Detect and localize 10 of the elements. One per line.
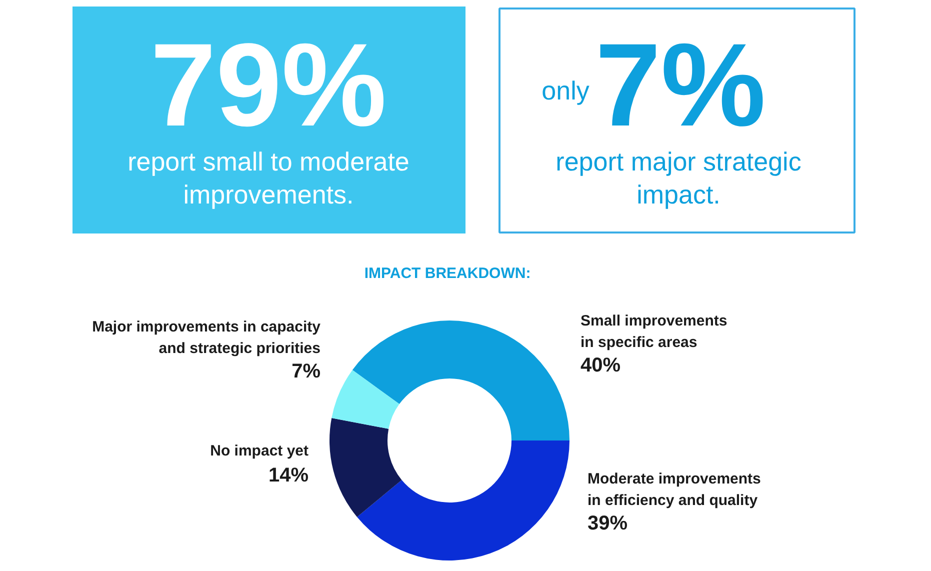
chart-title: IMPACT BREAKDOWN: (364, 265, 531, 282)
data-label: 14% (268, 464, 309, 486)
slice-label: Major improvements in capacity and strategic priorities (92, 318, 322, 357)
data-label: 39% (588, 512, 628, 534)
data-label: 40% (580, 354, 621, 376)
text: only (542, 76, 590, 106)
slice-label: Moderate improvements in efficiency and quality (588, 470, 761, 509)
slice-label: Small improvements in specific areas (580, 312, 728, 351)
slice-label: No impact yet (210, 442, 309, 460)
data-label: 7% (292, 360, 321, 382)
